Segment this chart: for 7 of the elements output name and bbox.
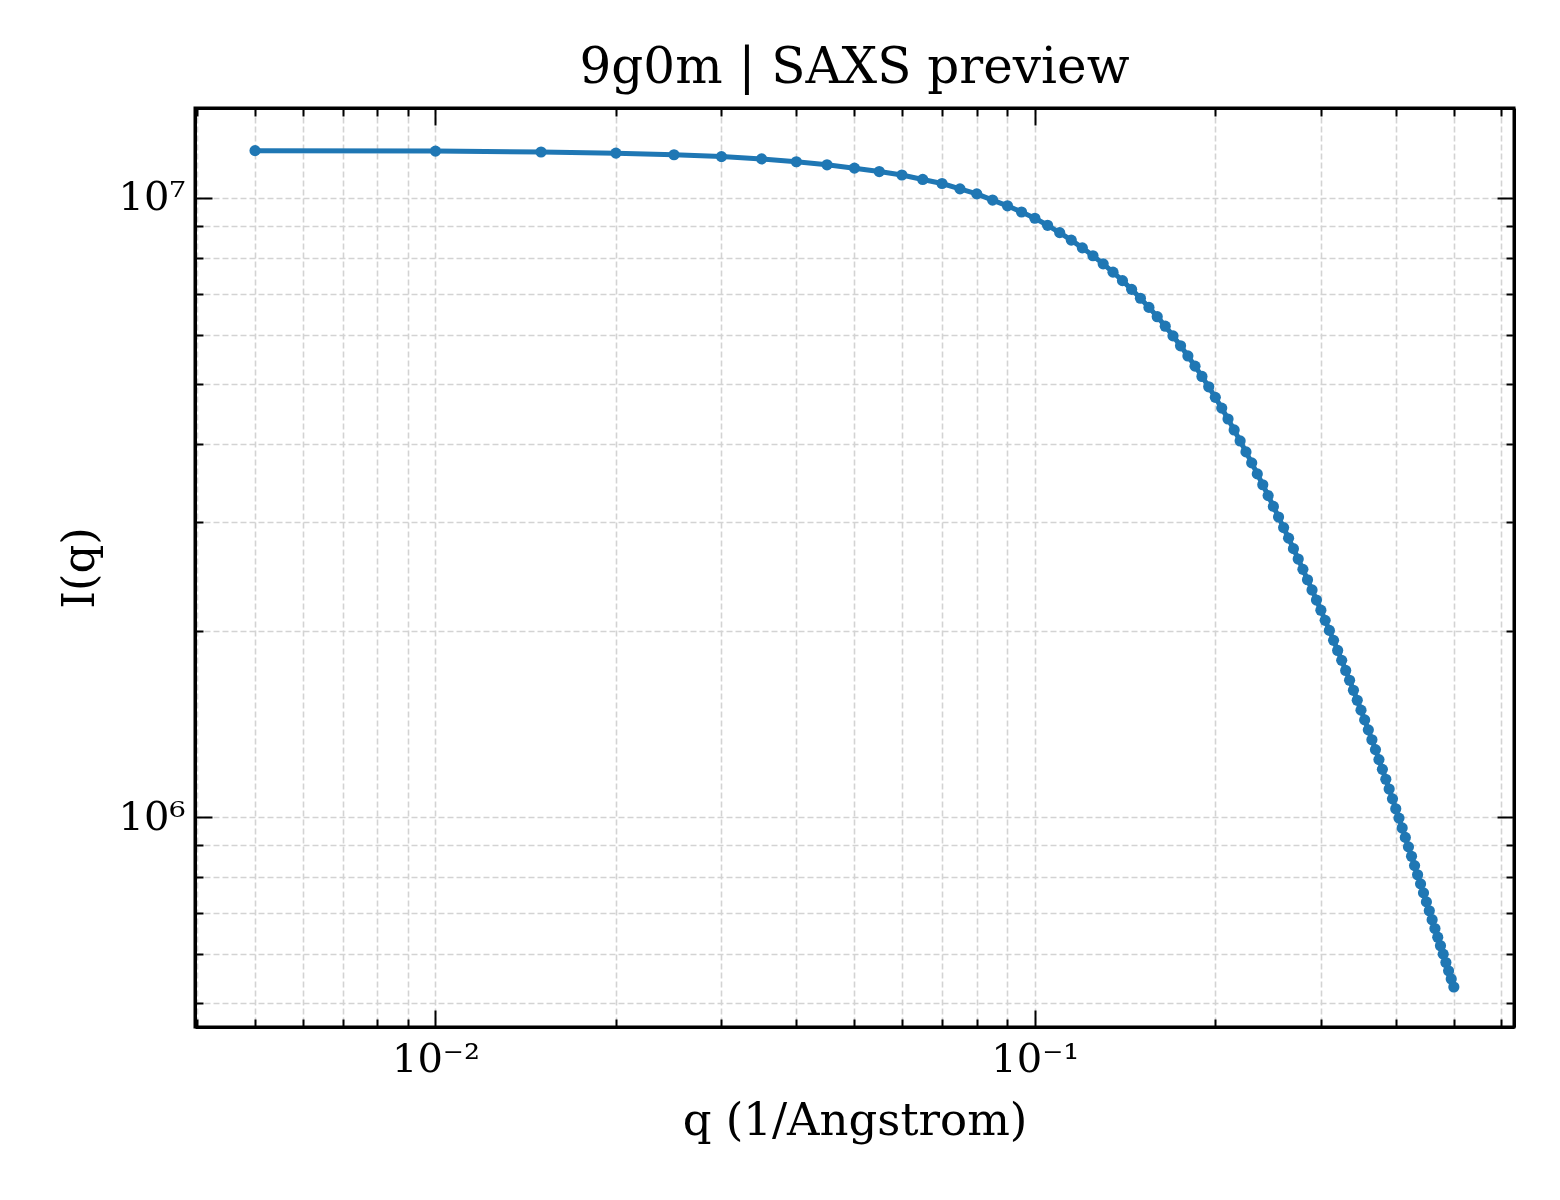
y-tick-label: 10⁷ [118, 173, 186, 220]
y-tick-label: 10⁶ [118, 792, 186, 839]
y-axis-title: I(q) [51, 527, 105, 609]
chart-title: 9g0m | SAXS preview [579, 37, 1130, 95]
x-axis-title: q (1/Angstrom) [682, 1092, 1028, 1146]
x-tick-label: 10⁻² [391, 1034, 481, 1081]
x-tick-label: 10⁻¹ [991, 1034, 1080, 1081]
